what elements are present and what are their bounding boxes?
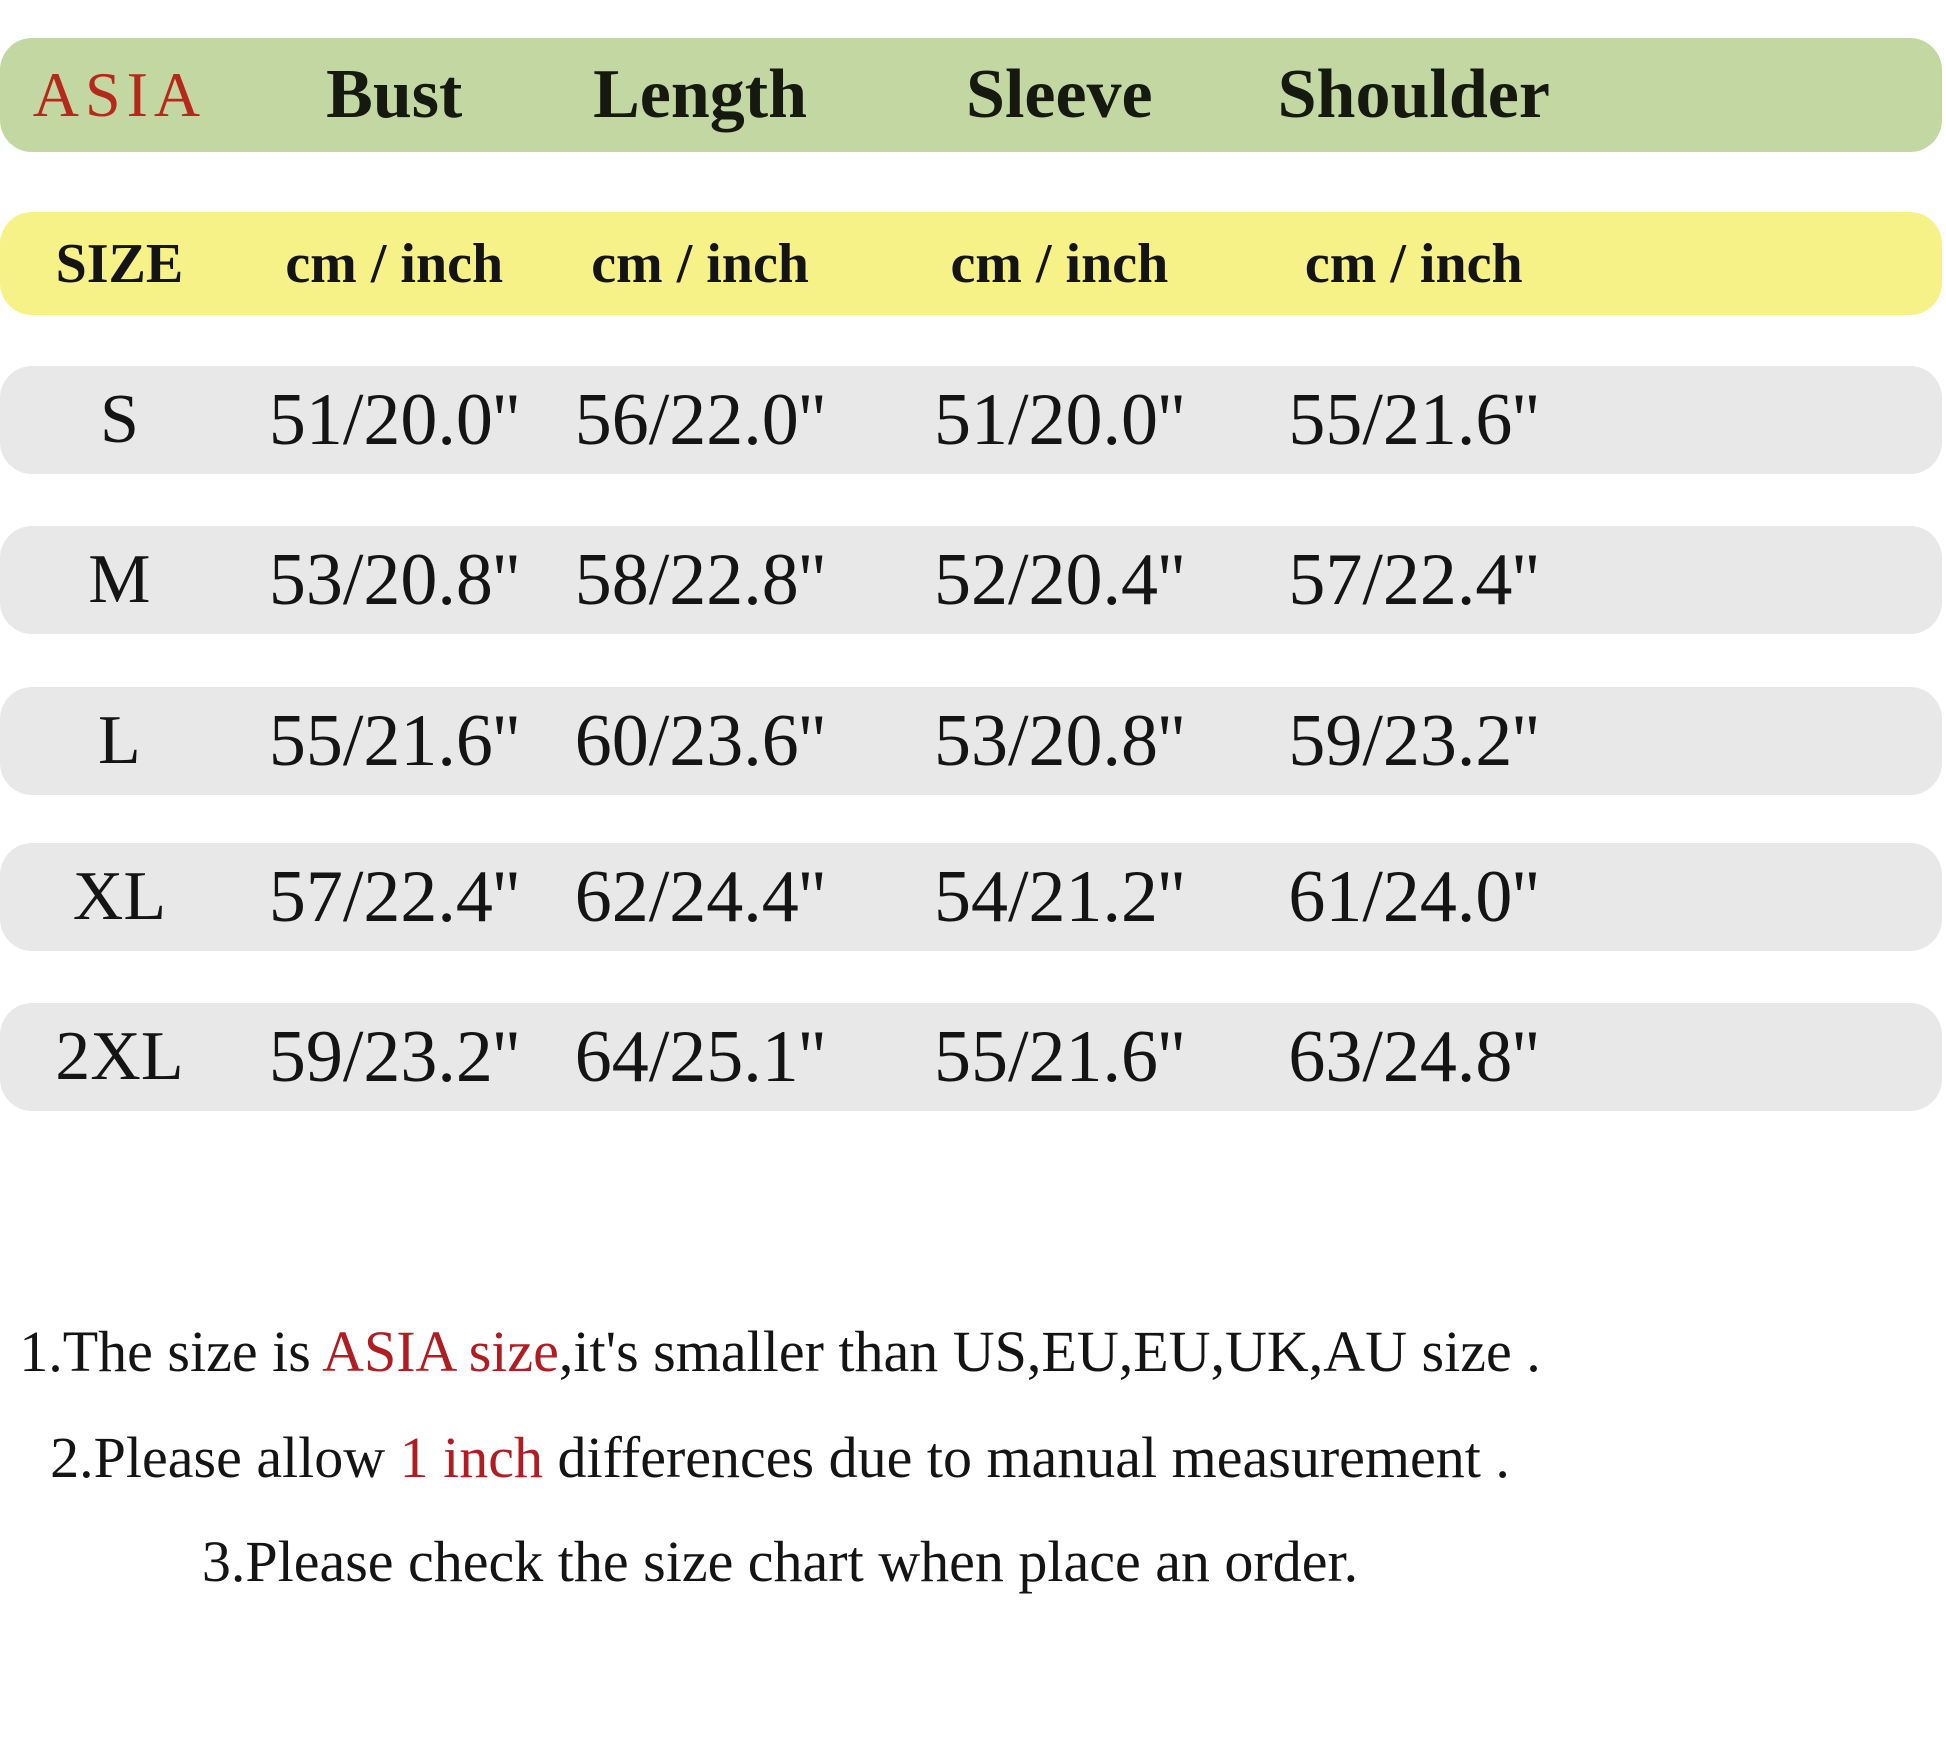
- note-text: differences due to manual measurement .: [543, 1425, 1510, 1490]
- shoulder-value: 63/24.8'': [1288, 1015, 1540, 1098]
- sleeve-value: 55/21.6'': [933, 1015, 1185, 1098]
- unit-label-sleeve: cm / inch: [950, 232, 1169, 295]
- size-chart-header-row: ASIA Bust Length Sleeve Shoulder: [0, 38, 1942, 152]
- size-chart-units-row: SIZE cm / inch cm / inch cm / inch cm / …: [0, 212, 1942, 315]
- note-text: ,it's smaller than US,EU,EU,UK,AU size .: [558, 1319, 1541, 1384]
- size-value: L: [98, 702, 141, 779]
- size-column-label: SIZE: [55, 232, 184, 295]
- table-row-size-2xl: 2XL 59/23.2'' 64/25.1'' 55/21.6'' 63/24.…: [0, 1003, 1942, 1111]
- size-value: 2XL: [55, 1018, 184, 1095]
- bust-value: 57/22.4'': [268, 855, 520, 938]
- note-measurement-tolerance: 2.Please allow 1 inch differences due to…: [0, 1424, 1560, 1491]
- sleeve-value: 51/20.0'': [933, 378, 1185, 461]
- table-row-size-xl: XL 57/22.4'' 62/24.4'' 54/21.2'' 61/24.0…: [0, 843, 1942, 951]
- size-value: M: [88, 541, 151, 618]
- length-value: 58/22.8'': [574, 538, 826, 621]
- unit-label-bust: cm / inch: [285, 232, 504, 295]
- length-value: 56/22.0'': [574, 378, 826, 461]
- note-highlight: ASIA size: [322, 1319, 559, 1384]
- column-header-shoulder: Shoulder: [1277, 56, 1550, 133]
- sleeve-value: 52/20.4'': [933, 538, 1185, 621]
- column-header-sleeve: Sleeve: [966, 56, 1153, 133]
- length-value: 60/23.6'': [574, 699, 826, 782]
- bust-value: 51/20.0'': [268, 378, 520, 461]
- length-value: 62/24.4'': [574, 855, 826, 938]
- table-row-size-l: L 55/21.6'' 60/23.6'' 53/20.8'' 59/23.2'…: [0, 687, 1942, 795]
- unit-label-shoulder: cm / inch: [1304, 232, 1523, 295]
- shoulder-value: 57/22.4'': [1288, 538, 1540, 621]
- sleeve-value: 53/20.8'': [933, 699, 1185, 782]
- table-row-size-s: S 51/20.0'' 56/22.0'' 51/20.0'' 55/21.6'…: [0, 366, 1942, 474]
- sleeve-value: 54/21.2'': [933, 855, 1185, 938]
- note-text: 2.Please allow: [50, 1425, 400, 1490]
- region-label: ASIA: [32, 59, 207, 130]
- shoulder-value: 59/23.2'': [1288, 699, 1540, 782]
- shoulder-value: 61/24.0'': [1288, 855, 1540, 938]
- table-row-size-m: M 53/20.8'' 58/22.8'' 52/20.4'' 57/22.4'…: [0, 526, 1942, 634]
- column-header-length: Length: [593, 56, 808, 133]
- note-highlight: 1 inch: [399, 1425, 544, 1490]
- size-value: S: [99, 381, 139, 458]
- note-text: 1.The size is: [19, 1319, 323, 1384]
- length-value: 64/25.1'': [574, 1015, 826, 1098]
- bust-value: 59/23.2'': [268, 1015, 520, 1098]
- size-value: XL: [72, 858, 167, 935]
- bust-value: 55/21.6'': [268, 699, 520, 782]
- unit-label-length: cm / inch: [591, 232, 809, 295]
- bust-value: 53/20.8'': [268, 538, 520, 621]
- shoulder-value: 55/21.6'': [1288, 378, 1540, 461]
- note-asia-size: 1.The size is ASIA size,it's smaller tha…: [0, 1318, 1560, 1385]
- note-check-size-chart: 3.Please check the size chart when place…: [0, 1528, 1560, 1595]
- note-text: 3.Please check the size chart when place…: [201, 1529, 1359, 1594]
- column-header-bust: Bust: [326, 56, 463, 133]
